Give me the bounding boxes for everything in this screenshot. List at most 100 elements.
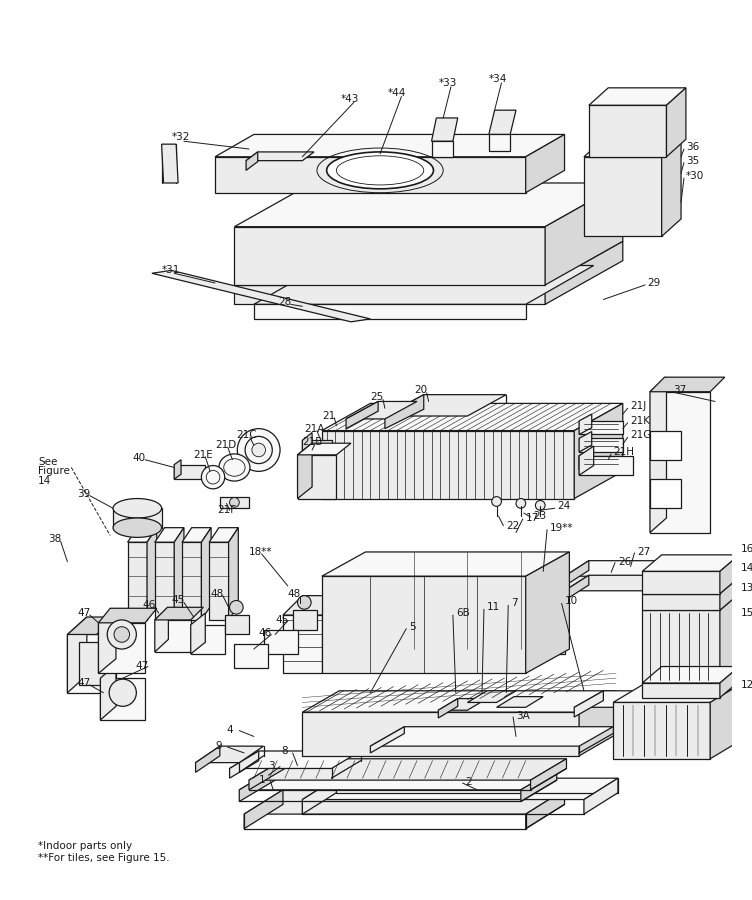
Text: 23: 23 [533, 511, 547, 521]
Polygon shape [346, 401, 378, 428]
Text: 1: 1 [259, 775, 265, 785]
Polygon shape [322, 552, 569, 576]
Text: 14: 14 [741, 563, 752, 573]
Polygon shape [720, 577, 739, 610]
Polygon shape [489, 134, 510, 151]
Polygon shape [147, 527, 156, 620]
Text: 45: 45 [275, 615, 289, 625]
Text: 25: 25 [370, 392, 384, 401]
Polygon shape [239, 769, 275, 802]
Polygon shape [526, 574, 602, 596]
Polygon shape [579, 432, 592, 452]
Ellipse shape [113, 518, 162, 537]
Ellipse shape [219, 454, 250, 482]
Polygon shape [235, 241, 623, 285]
Polygon shape [113, 508, 162, 527]
Circle shape [238, 428, 280, 472]
Text: 19**: 19** [550, 523, 574, 533]
Text: 26: 26 [618, 557, 631, 567]
Polygon shape [302, 691, 616, 712]
Polygon shape [220, 497, 249, 508]
Polygon shape [575, 403, 623, 499]
Polygon shape [239, 769, 556, 790]
Polygon shape [565, 575, 696, 590]
Polygon shape [385, 395, 506, 416]
Text: 2: 2 [465, 777, 472, 788]
Text: 18**: 18** [249, 547, 272, 557]
Polygon shape [565, 575, 589, 600]
Polygon shape [155, 542, 174, 620]
Polygon shape [254, 304, 526, 319]
Polygon shape [579, 414, 592, 435]
Text: 7: 7 [511, 598, 518, 608]
Ellipse shape [113, 499, 162, 518]
Text: 47: 47 [77, 608, 90, 618]
Polygon shape [244, 790, 283, 829]
Text: 21H: 21H [613, 447, 634, 457]
Text: *33: *33 [438, 78, 456, 88]
Circle shape [109, 680, 136, 706]
Polygon shape [642, 610, 720, 683]
Text: 15: 15 [741, 608, 752, 618]
Polygon shape [710, 685, 739, 759]
Polygon shape [496, 697, 543, 707]
Circle shape [492, 497, 502, 507]
Circle shape [202, 465, 225, 489]
Text: 39: 39 [77, 489, 90, 499]
Polygon shape [196, 746, 220, 772]
Text: 5: 5 [409, 622, 416, 632]
Polygon shape [468, 691, 516, 702]
Polygon shape [584, 778, 618, 814]
Polygon shape [246, 152, 258, 170]
Text: 38: 38 [48, 535, 61, 544]
Polygon shape [229, 527, 238, 620]
Text: 3: 3 [268, 760, 275, 770]
Polygon shape [68, 617, 116, 634]
Polygon shape [128, 527, 156, 542]
Polygon shape [584, 157, 662, 237]
Polygon shape [650, 392, 710, 533]
Polygon shape [613, 702, 710, 759]
Polygon shape [182, 542, 202, 620]
Polygon shape [182, 527, 211, 542]
Text: 40: 40 [132, 453, 146, 463]
Polygon shape [322, 576, 526, 673]
Polygon shape [346, 401, 417, 419]
Text: 22: 22 [506, 521, 520, 531]
Text: 47: 47 [135, 661, 149, 670]
Polygon shape [298, 443, 312, 499]
Polygon shape [579, 455, 632, 475]
Polygon shape [579, 691, 616, 756]
Polygon shape [438, 698, 487, 710]
Polygon shape [642, 594, 720, 610]
Polygon shape [526, 552, 569, 673]
Polygon shape [229, 751, 361, 769]
Text: 11: 11 [487, 602, 500, 612]
Polygon shape [531, 759, 566, 790]
Polygon shape [642, 572, 720, 594]
Text: See: See [38, 456, 58, 467]
Polygon shape [302, 712, 579, 756]
Ellipse shape [326, 152, 433, 189]
Text: 21G: 21G [631, 430, 652, 440]
Polygon shape [579, 421, 623, 435]
Polygon shape [370, 726, 613, 746]
Polygon shape [162, 144, 178, 183]
Polygon shape [209, 542, 229, 620]
Polygon shape [370, 726, 405, 753]
Polygon shape [521, 769, 556, 802]
Polygon shape [526, 134, 565, 193]
Polygon shape [662, 140, 681, 237]
Polygon shape [650, 377, 725, 392]
Polygon shape [254, 266, 593, 304]
Polygon shape [489, 110, 516, 134]
Polygon shape [575, 691, 603, 717]
Text: 29: 29 [647, 278, 660, 288]
Polygon shape [244, 790, 565, 815]
Polygon shape [235, 227, 545, 285]
Polygon shape [249, 759, 566, 780]
Text: 20: 20 [414, 385, 427, 395]
Polygon shape [642, 594, 739, 610]
Polygon shape [298, 443, 351, 454]
Polygon shape [565, 561, 696, 576]
